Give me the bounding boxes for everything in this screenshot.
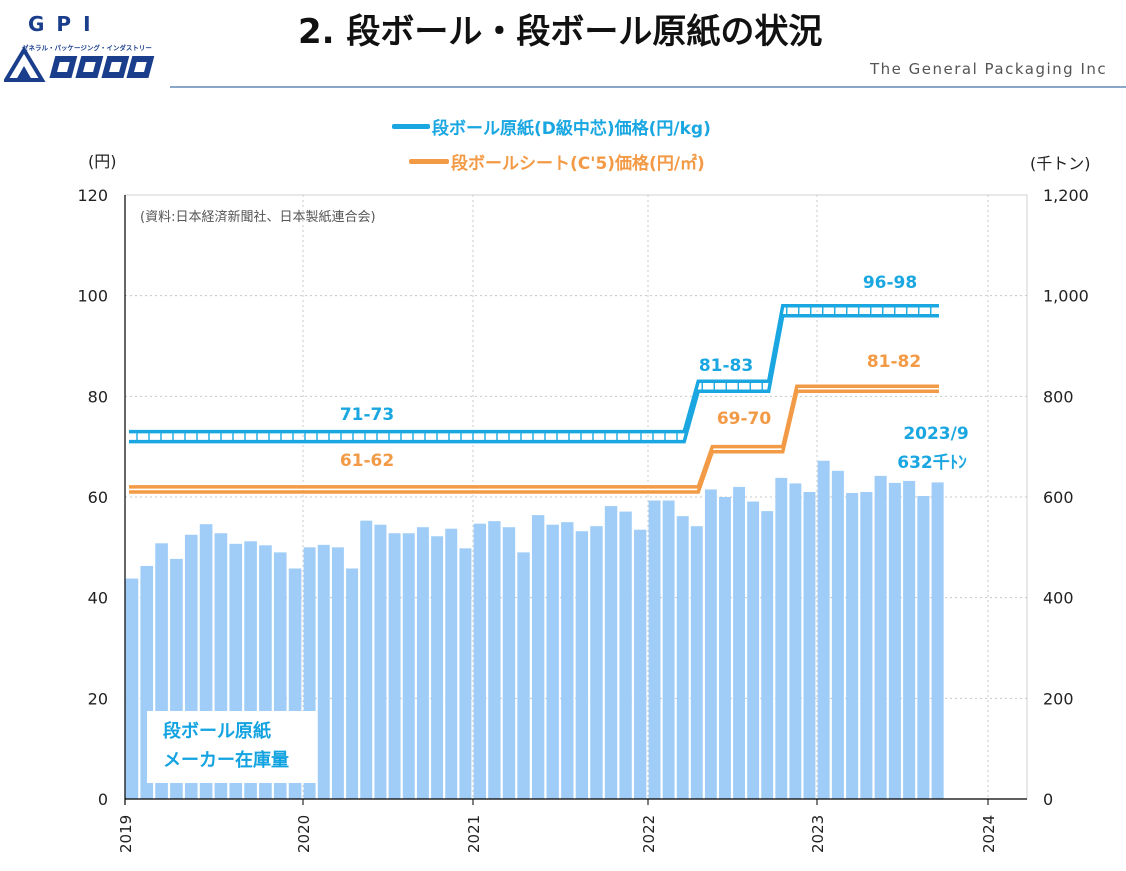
- x-tick-label: 2021: [465, 815, 483, 853]
- paper-price-label: 71-73: [340, 405, 394, 425]
- inventory-label-line2: メーカー在庫量: [163, 750, 289, 771]
- inventory-bar: [648, 500, 661, 799]
- inventory-bar: [662, 500, 675, 799]
- inventory-bar: [931, 482, 944, 799]
- right-tick-label: 1,000: [1043, 287, 1089, 306]
- legend-paper: 段ボール原紙(D級中芯)価格(円/kg): [392, 114, 711, 139]
- paper-price-label: 96-98: [863, 273, 917, 293]
- inventory-bar: [817, 460, 830, 799]
- inventory-bar: [360, 520, 373, 799]
- slide-header: GPI ゼネラル・パッケージング・インダストリー 2. 段ボール・段ボール原紙の…: [0, 0, 1126, 92]
- sheet-price-label: 61-62: [340, 451, 394, 471]
- company-name: The General Packaging Inc: [870, 60, 1108, 78]
- left-tick-label: 120: [77, 186, 108, 205]
- inventory-bar: [846, 492, 859, 799]
- left-axis-unit: (円): [88, 152, 117, 171]
- inventory-bar: [747, 501, 760, 799]
- right-tick-label: 1,200: [1043, 186, 1089, 205]
- inventory-bar: [473, 523, 486, 799]
- inventory-bar: [125, 578, 139, 799]
- inventory-bar: [690, 526, 703, 799]
- inventory-bar: [860, 491, 873, 799]
- paper-price-upper-line: [129, 303, 939, 434]
- paper-price-lower-line: [129, 314, 939, 444]
- inventory-bar: [531, 515, 545, 799]
- inventory-label-box: 段ボール原紙 メーカー在庫量: [147, 711, 317, 783]
- header-rule: [170, 86, 1126, 88]
- left-tick-label: 60: [88, 488, 108, 507]
- logo-subtitle: ゼネラル・パッケージング・インダストリー: [22, 44, 152, 52]
- inventory-bar: [619, 511, 632, 799]
- inventory-bar: [317, 544, 330, 799]
- sheet-price-label: 81-82: [867, 352, 921, 372]
- right-tick-label: 200: [1043, 689, 1074, 708]
- sheet-price-label: 69-70: [717, 409, 772, 429]
- inventory-bar: [874, 475, 887, 799]
- inventory-annotation-value: 632千ﾄﾝ: [897, 453, 967, 473]
- page-title: 2. 段ボール・段ボール原紙の状況: [298, 12, 823, 52]
- right-tick-label: 600: [1043, 488, 1074, 507]
- legend-paper-label: 段ボール原紙(D級中芯)価格(円/kg): [432, 119, 711, 139]
- right-axis-unit: (千トン): [1030, 154, 1091, 173]
- left-tick-label: 40: [88, 589, 108, 608]
- inventory-bar: [704, 489, 717, 799]
- legend-sheet: 段ボールシート(C'5)価格(円/㎡): [409, 149, 705, 174]
- inventory-bar: [917, 495, 930, 799]
- inventory-bar: [445, 528, 458, 799]
- legend-paper-swatch: [392, 124, 430, 129]
- inventory-bar: [789, 483, 802, 799]
- inventory-bar: [575, 531, 589, 799]
- left-tick-label: 100: [77, 287, 108, 306]
- inventory-bar: [546, 524, 559, 799]
- right-tick-label: 0: [1043, 790, 1053, 809]
- inventory-bar: [459, 548, 472, 799]
- inventory-bar: [831, 470, 844, 799]
- legend-sheet-swatch: [409, 159, 449, 164]
- x-tick-label: 2020: [295, 815, 313, 853]
- inventory-bar: [803, 491, 816, 799]
- legend-sheet-label: 段ボールシート(C'5)価格(円/㎡): [451, 154, 705, 174]
- inventory-bar: [775, 477, 788, 799]
- inventory-bar: [888, 482, 901, 799]
- right-tick-label: 400: [1043, 589, 1074, 608]
- inventory-bar: [590, 526, 603, 799]
- left-tick-label: 80: [88, 387, 108, 406]
- inventory-bar: [431, 536, 444, 799]
- x-tick-label: 2022: [640, 815, 658, 853]
- inventory-bar: [517, 552, 530, 799]
- inventory-label-line1: 段ボール原紙: [163, 721, 271, 742]
- inventory-bar: [374, 524, 387, 799]
- source-note: (資料:日本経済新聞社、日本製紙連合会): [140, 210, 376, 225]
- inventory-bar: [903, 480, 916, 799]
- left-tick-label: 0: [98, 790, 108, 809]
- x-tick-label: 2023: [809, 815, 827, 853]
- inventory-bar: [604, 506, 618, 799]
- inventory-bar: [402, 533, 415, 799]
- inventory-bar: [561, 522, 574, 799]
- inventory-bar: [761, 511, 774, 799]
- inventory-bar: [416, 527, 429, 799]
- inventory-bar: [303, 547, 316, 799]
- rengo-logo: [4, 46, 155, 82]
- inventory-bar: [346, 568, 359, 799]
- inventory-bar: [634, 529, 647, 799]
- sheet-price-lower-line: [129, 389, 939, 494]
- inventory-bar: [719, 497, 731, 799]
- inventory-bar: [502, 527, 516, 799]
- logo-gpi-text: GPI: [28, 12, 103, 36]
- paper-price-label: 81-83: [699, 356, 753, 376]
- inventory-bar: [388, 533, 401, 799]
- x-tick-label: 2024: [980, 815, 998, 853]
- inventory-bar: [676, 516, 689, 799]
- inventory-bar: [733, 486, 745, 799]
- inventory-bar: [331, 547, 344, 799]
- sheet-price-upper-line: [129, 384, 939, 489]
- x-tick-label: 2019: [117, 815, 135, 853]
- right-tick-label: 800: [1043, 387, 1074, 406]
- left-tick-label: 20: [88, 689, 108, 708]
- inventory-bar: [488, 521, 501, 799]
- inventory-annotation-date: 2023/9: [903, 424, 968, 444]
